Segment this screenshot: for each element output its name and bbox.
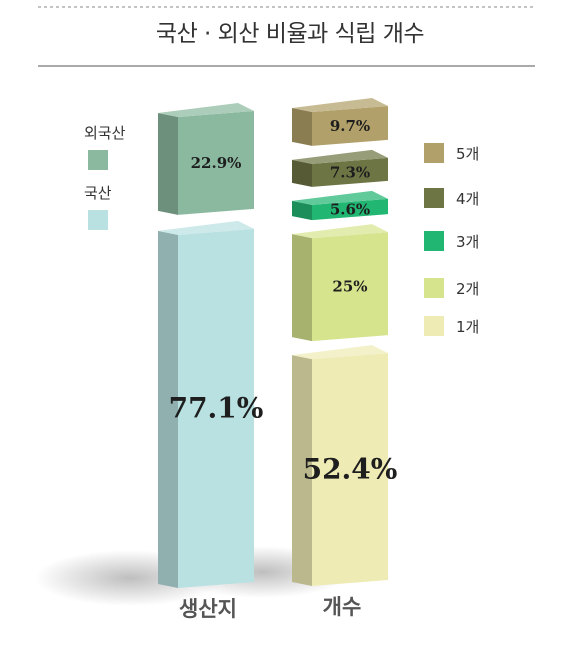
bar-front-face [312, 198, 388, 221]
data-label: 5.6% [330, 200, 370, 218]
data-label: 7.3% [330, 163, 370, 181]
bar-segment-4개: 7.3% [292, 149, 388, 187]
legend-개수: 5개 4개 3개 2개 1개 [424, 143, 479, 336]
data-label: 9.7% [330, 117, 370, 135]
bar-front-face [312, 157, 388, 187]
legend-swatch [424, 278, 444, 298]
bar-front-face [178, 228, 254, 588]
data-label: 77.1% [169, 391, 264, 424]
bar-segment-3개: 5.6% [292, 190, 388, 221]
bar-segment-1개: 52.4% [292, 345, 397, 586]
legend-label: 외국산 [84, 124, 126, 142]
legend-label: 국산 [84, 184, 112, 202]
bar-개수: 52.4% 25% 5.6% 7.3% 9.7% [292, 98, 397, 586]
bar-segment-2개: 25% [292, 224, 388, 342]
bar-segment-5개: 9.7% [292, 98, 388, 146]
bar-front-face [178, 111, 254, 215]
bar-top-face [158, 220, 254, 235]
bar-side-face [158, 230, 178, 588]
legend-swatch [424, 143, 444, 163]
legend-swatch [424, 188, 444, 208]
bar-front-face [312, 353, 388, 586]
category-label: 생산지 [179, 597, 237, 621]
data-label: 52.4% [303, 453, 398, 486]
legend-label: 2개 [456, 280, 479, 298]
legend-swatch [424, 316, 444, 336]
data-label: 22.9% [191, 154, 242, 172]
bar-side-face [292, 200, 312, 221]
bar-front-face [312, 106, 388, 146]
legend-swatch [424, 231, 444, 251]
bar-top-face [292, 224, 388, 239]
bar-top-face [292, 190, 388, 205]
legend-label: 1개 [456, 318, 479, 336]
bar-top-face [158, 103, 254, 117]
bar-top-face [292, 149, 388, 164]
chart-title: 국산 · 외산 비율과 식립 개수 [155, 21, 425, 47]
legend-label: 3개 [456, 233, 479, 251]
bar-top-face [292, 98, 388, 112]
legend-swatch [88, 210, 108, 230]
bar-side-face [292, 159, 312, 187]
bar-생산지: 77.1% 22.9% [158, 103, 263, 588]
bar-segment-외국산: 22.9% [158, 103, 254, 215]
data-label: 25% [332, 278, 367, 296]
legend-label: 5개 [456, 145, 479, 163]
bar-side-face [158, 113, 178, 215]
legend-label: 4개 [456, 190, 479, 208]
bar-side-face [292, 234, 312, 342]
legend-swatch [88, 150, 108, 170]
bar-segment-국산: 77.1% [158, 220, 264, 588]
bar-front-face [312, 232, 388, 342]
bar-top-face [292, 345, 388, 360]
bar-side-face [292, 355, 312, 586]
category-label: 개수 [323, 595, 362, 619]
bar-side-face [292, 108, 312, 146]
